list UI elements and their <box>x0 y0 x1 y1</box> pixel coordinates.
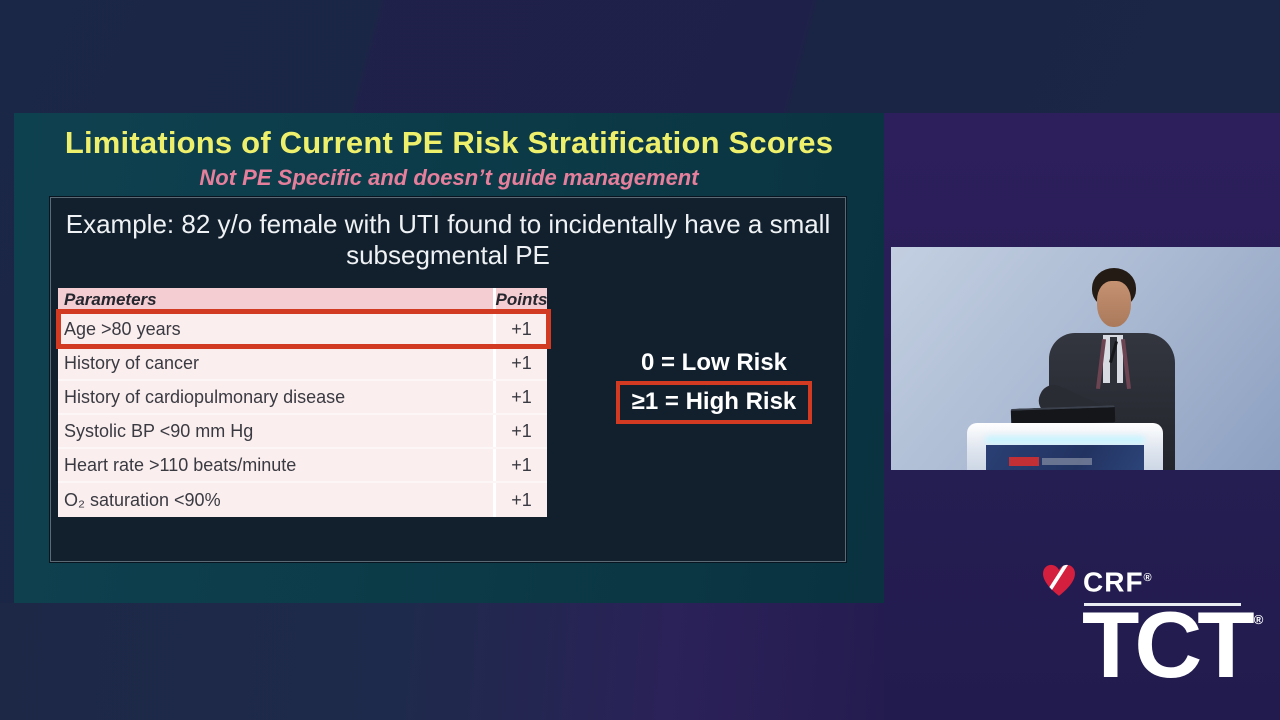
table-cell-parameter: History of cardiopulmonary disease <box>64 386 346 407</box>
speaker-tie <box>1110 337 1117 391</box>
example-text: Example: 82 y/o female with UTI found to… <box>65 209 831 270</box>
tct-label: TCT <box>1082 592 1255 698</box>
background-diagonal-band <box>0 0 1280 113</box>
table-cell-points: +1 <box>493 483 547 517</box>
table-header-points: Points <box>493 288 547 311</box>
speaker-video <box>891 247 1280 470</box>
table-cell-points: +1 <box>493 415 547 447</box>
risk-legend: 0 = Low Risk ≥1 = High Risk <box>591 348 837 424</box>
slide-title: Limitations of Current PE Risk Stratific… <box>64 125 834 160</box>
table-row: Heart rate >110 beats/minute +1 <box>58 449 547 483</box>
tct-registered-mark: ® <box>1253 612 1264 628</box>
crf-label: CRF® <box>1083 561 1153 599</box>
crf-registered-mark: ® <box>1143 572 1153 584</box>
table-cell-parameter: History of cancer <box>64 352 200 373</box>
risk-low-label: 0 = Low Risk <box>640 349 788 376</box>
crf-row: CRF® <box>1040 561 1266 599</box>
podium-logo-text <box>1042 458 1092 465</box>
table-header-row: Parameters Points <box>58 288 547 313</box>
table-cell-parameter: Heart rate >110 beats/minute <box>64 454 297 475</box>
table-row: Age >80 years +1 <box>56 309 551 349</box>
table-cell-parameter: Systolic BP <90 mm Hg <box>64 420 254 441</box>
table-cell-parameter: O₂ saturation <90% <box>64 489 221 510</box>
crf-heart-icon <box>1040 563 1078 597</box>
table-cell-points: +1 <box>493 381 547 413</box>
table-row: History of cardiopulmonary disease +1 <box>58 381 547 415</box>
table-cell-points: +1 <box>493 449 547 481</box>
table-cell-points: +1 <box>493 347 547 379</box>
logo-divider <box>1084 603 1241 607</box>
table-header-parameters: Parameters <box>64 289 157 309</box>
table-row: History of cancer +1 <box>58 347 547 381</box>
example-panel: Example: 82 y/o female with UTI found to… <box>50 197 846 562</box>
table-row: O₂ saturation <90% +1 <box>58 483 547 517</box>
table-cell-points: +1 <box>493 313 547 345</box>
podium-logo-mark <box>1009 457 1039 466</box>
tct-row: TCT ® <box>1082 592 1266 698</box>
presentation-slide: Limitations of Current PE Risk Stratific… <box>14 113 884 603</box>
pesi-score-table: Parameters Points Age >80 years +1 Histo… <box>56 288 551 517</box>
speaker-face <box>1097 281 1131 327</box>
table-cell-parameter: Age >80 years <box>64 318 181 339</box>
crf-text: CRF <box>1083 566 1144 598</box>
podium-glow <box>985 436 1145 444</box>
crf-tct-logo: CRF® TCT ® <box>1040 561 1266 698</box>
table-row: Systolic BP <90 mm Hg +1 <box>58 415 547 449</box>
risk-high-label: ≥1 = High Risk <box>615 381 813 424</box>
slide-subtitle: Not PE Specific and doesn’t guide manage… <box>199 165 699 190</box>
background-bottom-band <box>0 603 884 720</box>
